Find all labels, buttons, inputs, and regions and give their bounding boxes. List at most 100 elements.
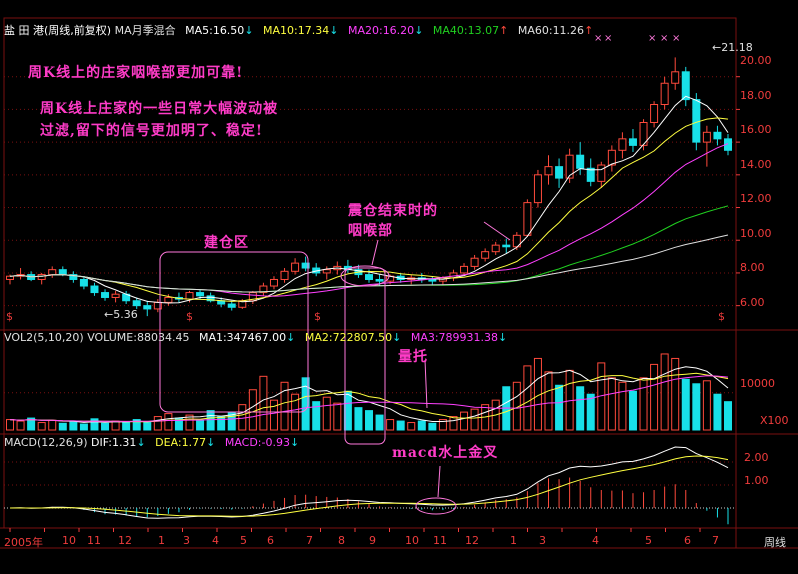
volume-bar <box>248 389 257 431</box>
annotation-line1: 周K线上的庄家咽喉部更加可靠! <box>28 65 244 81</box>
price-tick: 6.00 <box>740 296 765 309</box>
volume-bar <box>354 407 363 431</box>
time-tick: 9 <box>369 534 376 547</box>
volume-header: VOL2(5,10,20) VOLUME:88034.45 MA1:347467… <box>4 331 508 344</box>
volume-bar <box>438 419 447 431</box>
candle-body <box>259 285 268 294</box>
volume-bar <box>576 386 585 431</box>
volume-bar <box>27 417 36 431</box>
volume-bar <box>58 422 67 431</box>
candle-body <box>375 278 384 282</box>
volume-bar <box>6 419 14 431</box>
macd-dea: DEA:1.77 <box>155 436 207 449</box>
macd-dea-line <box>10 455 729 517</box>
top-marker: × <box>660 33 668 44</box>
candle-body <box>470 257 479 267</box>
candle-body <box>185 292 194 300</box>
macd-value: MACD:-0.93 <box>224 436 290 449</box>
ma10-line <box>9 117 729 302</box>
volume-bar <box>185 414 194 431</box>
annotation-shake1: 震仓结束时的 <box>348 203 438 219</box>
candle-body <box>713 131 722 140</box>
candle-body <box>58 269 67 276</box>
vol-ma2: MA2:722807.50 <box>304 331 393 344</box>
volume-bar <box>143 421 152 431</box>
volume-bar <box>365 410 373 431</box>
throat-ellipse <box>340 265 390 287</box>
volume-bar <box>586 393 595 431</box>
annotation-overlay: × × × × ×$ $ $ $ <box>6 33 725 515</box>
candle-body <box>523 202 532 236</box>
candle-body <box>502 244 511 248</box>
volume-bar <box>196 419 205 431</box>
volume-bar <box>37 422 46 431</box>
price-tick: 12.00 <box>740 192 772 205</box>
candle-body <box>565 154 574 179</box>
volume-bar <box>671 357 680 431</box>
volume-bar <box>460 411 469 431</box>
candle-body <box>132 300 141 307</box>
volume-arrow <box>424 359 428 409</box>
price-tick: 16.00 <box>740 123 772 136</box>
macd-dif-line <box>9 446 729 519</box>
macd-cross-ellipse <box>415 497 457 515</box>
dividend-marker: $ <box>718 310 725 323</box>
volume-bar <box>111 420 120 431</box>
volume-bar <box>259 375 268 431</box>
vol-title: VOL2(5,10,20) <box>4 331 84 344</box>
candle-body <box>597 164 606 182</box>
top-marker: × <box>604 33 612 44</box>
candle-body <box>79 278 88 287</box>
candle-body <box>291 262 300 272</box>
volume-bar <box>280 381 289 431</box>
volume-bars <box>6 353 732 431</box>
candle-body <box>628 138 637 146</box>
volume-bar <box>217 416 226 431</box>
candle-body <box>143 305 152 310</box>
volume-bar <box>386 419 395 431</box>
vol-value: VOLUME:88034.45 <box>87 331 190 344</box>
candle-body <box>164 296 173 303</box>
volume-bar <box>449 416 458 431</box>
ma10-value: MA10:17.34 <box>263 24 330 37</box>
macd-series <box>4 446 736 525</box>
candle-body <box>111 293 120 298</box>
volume-bar <box>407 422 416 431</box>
volume-tick: 10000 <box>740 377 775 390</box>
time-tick: 12 <box>465 534 479 547</box>
ma60-value: MA60:11.26 <box>517 24 585 37</box>
annotation-line2: 周K线上庄家的一些日常大幅波动被 <box>40 101 279 117</box>
volume-bar <box>639 377 648 431</box>
time-tick: 8 <box>338 534 345 547</box>
time-tick: 4 <box>212 534 219 547</box>
price-header: 盐 田 港(周线,前复权) MA月季混合 MA5:16.50↓ MA10:17.… <box>4 24 594 37</box>
top-marker: × <box>648 33 656 44</box>
macd-header: MACD(12,26,9) DIF:1.31↓ DEA:1.77↓ MACD:-… <box>4 436 300 449</box>
ma20-value: MA20:16.20 <box>347 24 415 37</box>
volume-bar <box>79 423 88 431</box>
volume-bar <box>692 383 701 431</box>
dividend-marker: $ <box>314 310 321 323</box>
candlestick-series <box>6 57 732 317</box>
macd-tick: 2.00 <box>744 451 769 464</box>
annotation-build-zone: 建仓区 <box>204 235 249 251</box>
time-tick: 3 <box>539 534 546 547</box>
stock-title: 盐 田 港(周线,前复权) <box>4 24 112 37</box>
volume-bar <box>16 420 25 431</box>
dividend-marker: $ <box>6 310 13 323</box>
candle-body <box>544 166 553 176</box>
vol-ma1: MA1:347467.00 <box>198 331 287 344</box>
time-tick: 5 <box>240 534 247 547</box>
macd-dif: DIF:1.31 <box>91 436 137 449</box>
volume-bar <box>69 421 78 431</box>
candle-body <box>48 269 57 276</box>
candle-body <box>491 244 500 253</box>
time-tick: 7 <box>306 534 313 547</box>
volume-bar <box>702 380 711 431</box>
volume-bar <box>618 381 627 431</box>
time-tick: 10 <box>62 534 76 547</box>
candle-body <box>481 251 490 259</box>
candle-body <box>365 274 373 280</box>
volume-bar <box>153 416 162 431</box>
time-tick: 11 <box>433 534 447 547</box>
